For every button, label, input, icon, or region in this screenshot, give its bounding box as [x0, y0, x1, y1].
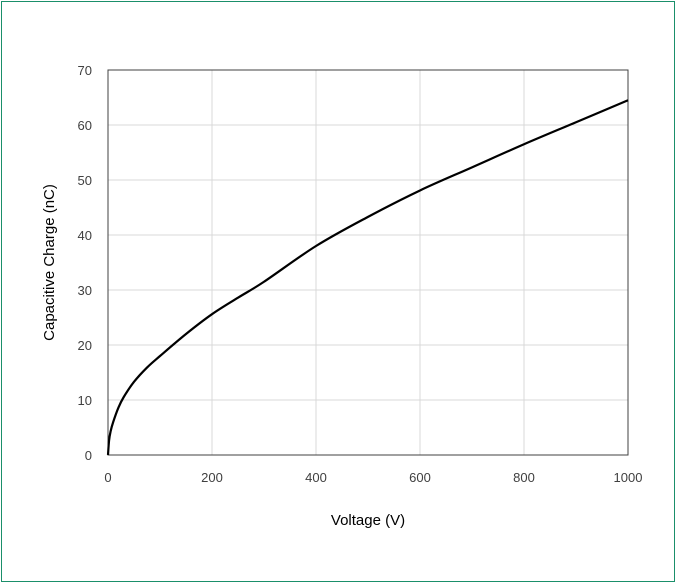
x-tick-label: 400: [305, 470, 327, 485]
y-tick-label: 30: [78, 283, 92, 298]
plot-area: [107, 69, 629, 456]
x-tick-label: 200: [201, 470, 223, 485]
x-axis-title: Voltage (V): [331, 512, 405, 529]
y-tick-labels: 0 10 20 30 40 50 60 70: [78, 63, 92, 463]
grid-lines: [108, 70, 628, 455]
x-tick-label: 0: [104, 470, 111, 485]
x-tick-label: 800: [513, 470, 535, 485]
y-tick-label: 50: [78, 173, 92, 188]
y-tick-label: 10: [78, 393, 92, 408]
y-axis-title: Capacitive Charge (nC): [41, 184, 58, 341]
x-tick-label: 1000: [614, 470, 643, 485]
y-tick-label: 40: [78, 228, 92, 243]
series-line: [106, 99, 629, 456]
y-tick-label: 0: [85, 448, 92, 463]
series-layer: [106, 99, 629, 456]
y-tick-label: 60: [78, 118, 92, 133]
y-tick-label: 20: [78, 338, 92, 353]
x-tick-label: 600: [409, 470, 431, 485]
y-tick-label: 70: [78, 63, 92, 78]
x-tick-labels: 0 200 400 600 800 1000: [104, 470, 642, 485]
